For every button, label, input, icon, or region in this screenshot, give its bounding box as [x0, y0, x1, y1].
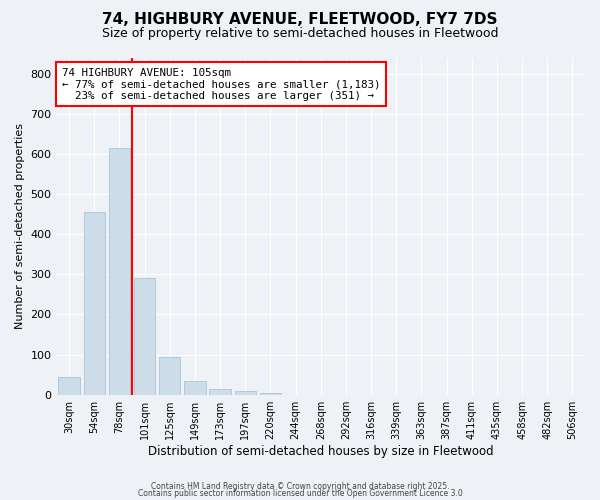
Bar — [184, 380, 206, 394]
Bar — [109, 148, 130, 394]
Bar — [159, 358, 181, 395]
Y-axis label: Number of semi-detached properties: Number of semi-detached properties — [15, 123, 25, 329]
Bar — [83, 212, 105, 394]
Text: Contains public sector information licensed under the Open Government Licence 3.: Contains public sector information licen… — [137, 489, 463, 498]
Text: 74, HIGHBURY AVENUE, FLEETWOOD, FY7 7DS: 74, HIGHBURY AVENUE, FLEETWOOD, FY7 7DS — [102, 12, 498, 28]
Bar — [235, 392, 256, 394]
X-axis label: Distribution of semi-detached houses by size in Fleetwood: Distribution of semi-detached houses by … — [148, 444, 494, 458]
Bar — [260, 393, 281, 394]
Bar — [209, 388, 231, 394]
Text: Contains HM Land Registry data © Crown copyright and database right 2025.: Contains HM Land Registry data © Crown c… — [151, 482, 449, 491]
Bar — [58, 376, 80, 394]
Text: Size of property relative to semi-detached houses in Fleetwood: Size of property relative to semi-detach… — [102, 28, 498, 40]
Text: 74 HIGHBURY AVENUE: 105sqm
← 77% of semi-detached houses are smaller (1,183)
  2: 74 HIGHBURY AVENUE: 105sqm ← 77% of semi… — [62, 68, 380, 101]
Bar — [134, 278, 155, 394]
